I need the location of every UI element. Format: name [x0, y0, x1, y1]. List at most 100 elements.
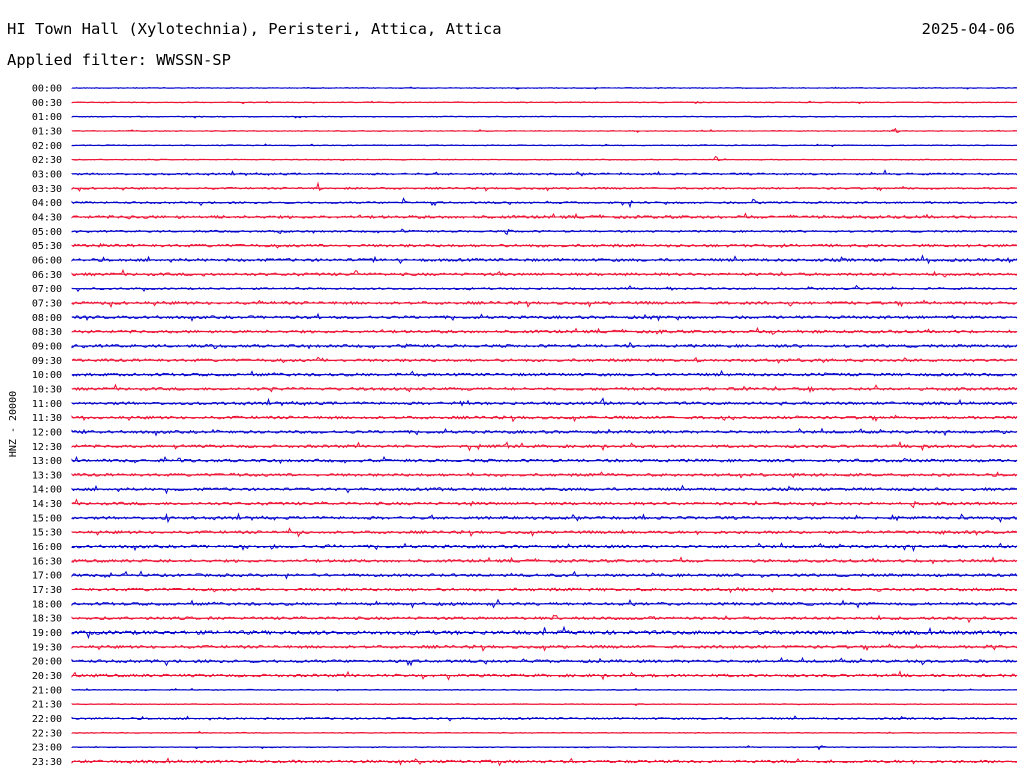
time-label-0230: 02:30 [32, 155, 62, 166]
trace-0930 [71, 356, 1018, 364]
time-label-0730: 07:30 [32, 298, 62, 309]
time-label-2230: 22:30 [32, 728, 62, 739]
trace-1130 [71, 414, 1018, 423]
time-label-1100: 11:00 [32, 399, 62, 410]
time-label-0800: 08:00 [32, 313, 62, 324]
trace-1030 [71, 383, 1018, 394]
trace-2230 [71, 730, 1017, 734]
trace-2100 [71, 687, 1018, 692]
trace-1200 [71, 427, 1018, 437]
time-label-1500: 15:00 [32, 513, 62, 524]
trace-1700 [71, 570, 1018, 580]
trace-1100 [71, 397, 1018, 407]
time-label-2000: 20:00 [32, 657, 62, 668]
time-label-0030: 00:30 [32, 98, 62, 109]
time-label-1300: 13:00 [32, 456, 62, 467]
trace-0800 [71, 312, 1018, 322]
time-label-0700: 07:00 [32, 284, 62, 295]
trace-2030 [71, 670, 1018, 681]
time-label-1330: 13:30 [32, 470, 62, 481]
time-label-1430: 14:30 [32, 499, 62, 510]
trace-0130 [71, 127, 1017, 134]
time-label-1900: 19:00 [32, 628, 62, 639]
trace-1230 [71, 440, 1018, 452]
time-tick-labels: 00:00 00:30 01:00 01:30 02:00 02:30 03:00 03:30… [32, 84, 62, 769]
time-label-0300: 03:00 [32, 169, 62, 180]
trace-1330 [71, 471, 1018, 479]
time-label-2130: 21:30 [32, 700, 62, 711]
time-label-0000: 00:00 [32, 84, 62, 95]
trace-1600 [71, 542, 1018, 553]
trace-1900 [71, 625, 1018, 640]
trace-0730 [71, 299, 1018, 309]
time-label-1400: 14:00 [32, 485, 62, 496]
time-label-0130: 01:30 [32, 126, 62, 137]
time-label-0530: 05:30 [32, 241, 62, 252]
trace-0530 [71, 242, 1018, 249]
trace-2200 [71, 715, 1018, 722]
trace-0230 [71, 155, 1017, 162]
time-label-0830: 08:30 [32, 327, 62, 338]
trace-1500 [71, 512, 1018, 524]
filter-label: Applied filter: WWSSN-SP [7, 51, 231, 69]
trace-0900 [71, 341, 1018, 350]
time-label-0900: 09:00 [32, 341, 62, 352]
trace-0700 [71, 284, 1018, 293]
trace-2000 [71, 656, 1018, 667]
time-label-1800: 18:00 [32, 599, 62, 610]
trace-0500 [71, 228, 1018, 236]
time-label-2330: 23:30 [32, 757, 62, 768]
time-label-0630: 06:30 [32, 270, 62, 281]
time-label-0500: 05:00 [32, 227, 62, 238]
trace-0430 [71, 212, 1018, 220]
time-label-0430: 04:30 [32, 212, 62, 223]
time-label-1730: 17:30 [32, 585, 62, 596]
time-label-0600: 06:00 [32, 255, 62, 266]
trace-2300 [71, 745, 1018, 751]
time-label-0930: 09:30 [32, 356, 62, 367]
time-label-1230: 12:30 [32, 442, 62, 453]
time-label-1030: 10:30 [32, 384, 62, 395]
trace-1830 [71, 614, 1018, 624]
time-label-1130: 11:30 [32, 413, 62, 424]
y-axis-label: HNZ - 20000 [8, 391, 19, 457]
trace-0300 [71, 169, 1018, 177]
trace-0400 [71, 197, 1018, 209]
trace-2130 [71, 703, 1017, 707]
time-label-1000: 10:00 [32, 370, 62, 381]
time-label-0330: 03:30 [32, 184, 62, 195]
trace-0600 [71, 254, 1018, 265]
time-label-1700: 17:00 [32, 571, 62, 582]
trace-0030 [71, 100, 1018, 105]
time-label-1630: 16:30 [32, 556, 62, 567]
time-label-1200: 12:00 [32, 427, 62, 438]
time-label-0200: 02:00 [32, 141, 62, 152]
time-label-0100: 01:00 [32, 112, 62, 123]
trace-1530 [71, 527, 1018, 538]
date-label: 2025-04-06 [921, 20, 1015, 38]
trace-0630 [71, 268, 1017, 278]
time-label-1930: 19:30 [32, 642, 62, 653]
trace-1430 [71, 498, 1018, 509]
station-title: HI Town Hall (Xylotechnia), Peristeri, A… [7, 20, 502, 38]
trace-0000 [71, 86, 1018, 90]
time-label-1600: 16:00 [32, 542, 62, 553]
time-label-0400: 04:00 [32, 198, 62, 209]
trace-1300 [71, 455, 1018, 465]
time-label-2300: 23:00 [32, 743, 62, 754]
time-label-2200: 22:00 [32, 714, 62, 725]
trace-2330 [71, 757, 1018, 767]
time-label-1830: 18:30 [32, 614, 62, 625]
trace-0830 [71, 326, 1018, 335]
trace-0200 [71, 143, 1018, 148]
trace-1400 [71, 484, 1018, 495]
trace-1800 [71, 598, 1018, 609]
time-label-1530: 15:30 [32, 528, 62, 539]
time-label-2030: 20:30 [32, 671, 62, 682]
trace-0100 [71, 115, 1018, 119]
trace-1630 [71, 556, 1018, 565]
trace-1730 [71, 586, 1018, 594]
trace-0330 [71, 181, 1017, 192]
trace-1930 [71, 643, 1018, 652]
